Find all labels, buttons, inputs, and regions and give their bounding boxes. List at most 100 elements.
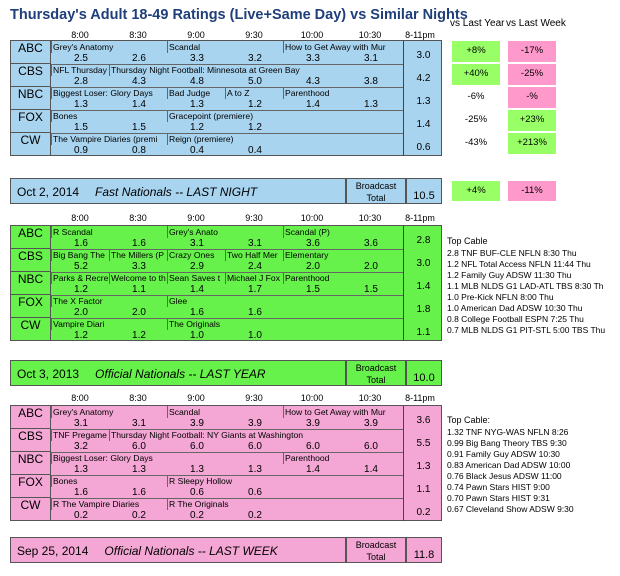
rating-value: 3.2 (248, 53, 262, 64)
time-header-row: 8:00 8:30 9:00 9:30 10:00 10:30 8-11pm (0, 30, 440, 42)
rating-value: 3.6 (306, 238, 320, 249)
program-title: Bones (51, 110, 167, 122)
rating-value: 2.0 (132, 307, 146, 318)
row-total: 3.0 (403, 41, 443, 64)
top-cable-item: 1.0 Pre-Kick NFLN 8:00 Thu (447, 292, 554, 302)
rating-value: 1.3 (190, 99, 204, 110)
top-cable-item: 0.99 Big Bang Theory TBS 9:30 (447, 438, 567, 448)
rating-value: 3.1 (132, 418, 146, 429)
ratings-grid-3: ABC Grey's Anatomy Scandal How to Get Away … (10, 405, 442, 521)
rating-value: 1.3 (74, 99, 88, 110)
rating-value: 5.0 (248, 76, 262, 87)
rating-value: 0.4 (190, 145, 204, 156)
top-cable-item: 2.8 TNF BUF-CLE NFLN 8:30 Thu (447, 248, 577, 258)
time-slot-label: 8:00 (71, 213, 89, 223)
rating-value: 1.2 (248, 122, 262, 133)
rating-value: 3.3 (132, 261, 146, 272)
footer-source: Official Nationals -- LAST WEEK (104, 544, 278, 558)
vs-last-week-value: -17% (508, 41, 556, 62)
rating-value: 1.0 (190, 330, 204, 341)
vs-last-week-value: -25% (508, 64, 556, 85)
row-divider (51, 64, 403, 65)
program-title: The X Factor (51, 295, 167, 307)
time-slot-label: 10:30 (358, 30, 382, 40)
rating-value: 1.5 (132, 122, 146, 133)
footer-date: Sep 25, 2014 (17, 544, 89, 558)
program-title: Michael J Fox (225, 272, 283, 284)
ratings-grid-1: ABC Grey's Anatomy Scandal How to Get Away … (10, 40, 442, 156)
rating-value: 1.4 (306, 99, 320, 110)
program-title: Welcome to th (109, 272, 166, 284)
program-title: NFL Thursday (51, 64, 109, 76)
vs-last-week-value: +23% (508, 110, 556, 131)
time-slot-label: 9:30 (245, 30, 263, 40)
rating-value: 0.2 (132, 510, 146, 521)
rating-value: 2.8 (74, 76, 88, 87)
rating-value: 0.6 (248, 487, 262, 498)
rating-value: 2.0 (306, 261, 320, 272)
time-slot-label: 8-11pm (405, 213, 435, 223)
row-divider (51, 429, 403, 430)
program-title: Glee (167, 295, 283, 307)
rating-value: 4.3 (306, 76, 320, 87)
program-title: Scandal (167, 41, 283, 53)
vs-last-year-value: -43% (452, 133, 500, 154)
rating-value: 1.0 (248, 330, 262, 341)
network-label: CBS (11, 249, 51, 272)
row-divider (51, 295, 403, 296)
vs-last-week-header: vs Last Week (506, 18, 566, 29)
program-title: Thursday Night Football: NY Giants at Wa… (109, 429, 399, 441)
program-title: How to Get Away with Mur (283, 41, 399, 53)
row-divider (51, 452, 403, 453)
broadcast-total-label: Broadcast Total (346, 360, 406, 386)
top-cable-list: Top Cable 2.8 TNF BUF-CLE NFLN 8:30 Thu 1.… (447, 236, 605, 336)
section-footer: Oct 3, 2013 Official Nationals -- LAST YE… (10, 360, 442, 386)
program-title: Grey's Anatomy (51, 41, 167, 53)
footer-label: Oct 2, 2014 Fast Nationals -- LAST NIGHT (10, 178, 346, 204)
program-title: Grey's Anatomy (51, 406, 167, 418)
rating-value: 0.4 (248, 145, 262, 156)
program-title: The Originals (167, 318, 283, 330)
rating-value: 1.4 (306, 464, 320, 475)
rating-value: 2.0 (74, 307, 88, 318)
row-total: 3.0 (403, 249, 443, 272)
time-slot-label: 8-11pm (405, 393, 435, 403)
row-divider (51, 272, 403, 273)
rating-value: 4.3 (132, 76, 146, 87)
rating-value: 6.0 (306, 441, 320, 452)
time-header-row: 8:00 8:30 9:00 9:30 10:00 10:30 8-11pm (0, 213, 440, 225)
program-title: Bad Judge (167, 87, 225, 99)
broadcast-total-value: 10.0 (406, 360, 442, 386)
network-label: FOX (11, 295, 51, 318)
rating-value: 1.5 (74, 122, 88, 133)
footer-date: Oct 3, 2013 (17, 367, 80, 381)
row-total: 1.8 (403, 295, 443, 318)
network-label: FOX (11, 475, 51, 498)
program-title: Vampire Diari (51, 318, 167, 330)
row-total: 0.2 (403, 498, 443, 521)
footer-source: Fast Nationals -- LAST NIGHT (95, 185, 258, 199)
top-cable-item: 1.2 Family Guy ADSW 11:30 Thu (447, 270, 572, 280)
time-slot-label: 10:00 (300, 30, 324, 40)
network-label: NBC (11, 452, 51, 475)
network-label: CW (11, 318, 51, 341)
rating-value: 0.2 (190, 510, 204, 521)
time-slot-label: 9:30 (245, 213, 263, 223)
top-cable-item: 0.83 American Dad ADSW 10:00 (447, 460, 571, 470)
program-title: R Sleepy Hollow (167, 475, 283, 487)
program-title: A to Z (225, 87, 283, 99)
network-label: FOX (11, 110, 51, 133)
rating-value: 0.9 (74, 145, 88, 156)
row-total: 3.6 (403, 406, 443, 429)
vs-last-week-value: +213% (508, 133, 556, 154)
program-title: The Vampire Diaries (premi (51, 133, 167, 145)
network-label: CBS (11, 429, 51, 452)
rating-value: 3.6 (364, 238, 378, 249)
rating-value: 1.6 (132, 487, 146, 498)
program-title: Reign (premiere) (167, 133, 283, 145)
rating-value: 0.8 (132, 145, 146, 156)
rating-value: 1.6 (74, 238, 88, 249)
rating-value: 1.5 (364, 284, 378, 295)
time-slot-label: 9:00 (187, 393, 205, 403)
vs-last-year-header: vs Last Year (450, 18, 505, 29)
